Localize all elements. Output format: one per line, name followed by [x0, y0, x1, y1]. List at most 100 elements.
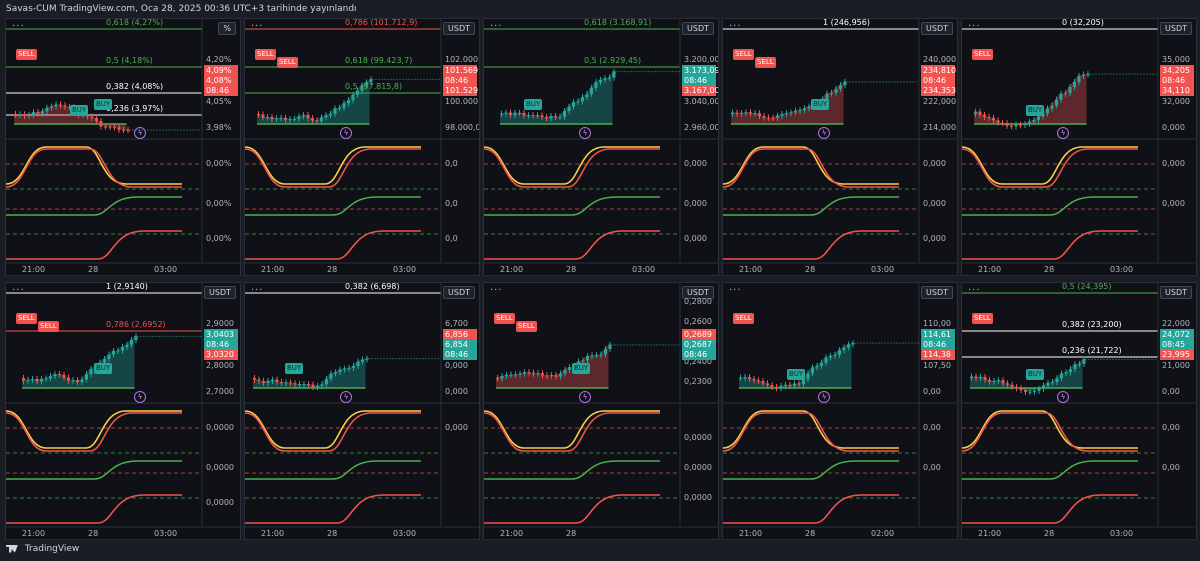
chart-panel[interactable]: ··· USDT 3.200,00 3.040,00 2.960,00 0,000 0,00… — [483, 18, 719, 276]
candle — [806, 373, 810, 380]
candle — [847, 344, 850, 348]
candle — [130, 340, 133, 345]
sell-signal: SELL — [516, 321, 537, 332]
candle — [1064, 372, 1068, 374]
candle — [550, 375, 553, 377]
candle — [567, 106, 571, 112]
candle — [793, 383, 796, 387]
more-icon[interactable]: ··· — [251, 285, 264, 296]
candle — [815, 365, 819, 368]
candle — [22, 378, 25, 381]
currency-button[interactable]: USDT — [682, 22, 714, 35]
alert-bolt-icon[interactable]: ϟ — [134, 391, 146, 403]
alert-bolt-icon[interactable]: ϟ — [818, 127, 830, 139]
chart-canvas[interactable] — [6, 19, 241, 276]
chart-panel[interactable]: ··· USDT 2,9000 2,8000 2,7000 0,0000 0,0000 0,0… — [5, 282, 241, 540]
fib-level-label: 0 (32,205) — [1062, 18, 1104, 27]
currency-button[interactable]: USDT — [682, 286, 714, 299]
candle — [253, 378, 256, 380]
chart-panel[interactable]: ···% 4,20% 4,05% 3,98% 0,00% 0,00% 0,00% 0,618 … — [5, 18, 241, 276]
chart-canvas[interactable] — [245, 283, 480, 540]
more-icon[interactable]: ··· — [12, 285, 25, 296]
candle — [63, 105, 67, 107]
alert-bolt-icon[interactable]: ϟ — [579, 127, 591, 139]
candle — [1037, 116, 1040, 120]
alert-bolt-icon[interactable]: ϟ — [1057, 127, 1069, 139]
price-axis-label: 0,2300 — [684, 377, 712, 386]
alert-bolt-icon[interactable]: ϟ — [1057, 391, 1069, 403]
more-icon[interactable]: ··· — [490, 21, 503, 32]
oscillator-line — [723, 146, 899, 185]
candle — [536, 115, 539, 117]
price-axis-label: 2.960,00 — [684, 123, 719, 132]
chart-canvas[interactable] — [484, 283, 719, 540]
more-icon[interactable]: ··· — [490, 285, 503, 296]
currency-button[interactable]: USDT — [921, 22, 953, 35]
chart-panel[interactable]: ··· USDT 6,700 0,000 0,000 0,000 0,382 (6,698)… — [244, 282, 480, 540]
chart-canvas[interactable] — [723, 283, 958, 540]
more-icon[interactable]: ··· — [12, 21, 25, 32]
candle — [532, 372, 535, 374]
alert-bolt-icon[interactable]: ϟ — [340, 127, 352, 139]
candle — [514, 374, 517, 376]
chart-canvas[interactable] — [484, 19, 719, 276]
alert-bolt-icon[interactable]: ϟ — [134, 127, 146, 139]
chart-panel[interactable]: ··· USDT 102.000,0 100.000,0 98.000,0 0,0 0,0 0… — [244, 18, 480, 276]
candle — [1001, 122, 1004, 124]
candle — [500, 113, 503, 115]
candle — [1046, 108, 1049, 114]
price-axis-label: 6,700 — [445, 319, 468, 328]
candle — [824, 357, 828, 363]
chart-canvas[interactable] — [245, 19, 480, 276]
time-axis-label: 28 — [88, 265, 99, 274]
more-icon[interactable]: ··· — [968, 285, 981, 296]
currency-button[interactable]: USDT — [204, 286, 236, 299]
candle — [740, 113, 743, 115]
currency-button[interactable]: USDT — [1160, 22, 1192, 35]
last-price-tag: 34,205 — [1160, 65, 1194, 76]
oscillator-line — [962, 146, 1138, 185]
alert-bolt-icon[interactable]: ϟ — [340, 391, 352, 403]
candle — [811, 367, 814, 374]
candle — [1014, 124, 1018, 127]
candle — [788, 384, 792, 387]
candle — [315, 120, 319, 122]
price-axis-label: 0,2800 — [684, 297, 712, 306]
alert-bolt-icon[interactable]: ϟ — [818, 391, 830, 403]
alert-bolt-icon[interactable]: ϟ — [579, 391, 591, 403]
more-icon[interactable]: ··· — [251, 21, 264, 32]
candle — [1060, 373, 1063, 379]
chart-panel[interactable]: ··· USDT 22,000 21,000 0,00 0,00 0,00 0,5 (24,3… — [961, 282, 1197, 540]
currency-button[interactable]: USDT — [443, 22, 475, 35]
candle — [803, 108, 806, 111]
candle — [54, 104, 58, 107]
last-price-tag: 114,38 — [921, 349, 955, 360]
currency-button[interactable]: % — [218, 22, 236, 35]
candle — [1055, 378, 1059, 382]
candle — [1086, 74, 1090, 76]
oscillator-line — [962, 196, 1138, 216]
chart-panel[interactable]: ··· USDT 240,000 222,000 214,000 0,000 0,000 0,… — [722, 18, 958, 276]
chart-canvas[interactable] — [962, 19, 1197, 276]
sell-signal: SELL — [755, 57, 776, 68]
chart-canvas[interactable] — [6, 283, 241, 540]
candle — [279, 117, 283, 119]
chart-panel[interactable]: ··· USDT 35,000 32,000 0,000 0,000 0,000 0 (32,… — [961, 18, 1197, 276]
chart-canvas[interactable] — [962, 283, 1197, 540]
more-icon[interactable]: ··· — [729, 285, 742, 296]
currency-button[interactable]: USDT — [1160, 286, 1192, 299]
sell-signal: SELL — [277, 57, 298, 68]
zone-fill — [739, 343, 852, 388]
candle — [23, 114, 26, 116]
currency-button[interactable]: USDT — [921, 286, 953, 299]
tradingview-brand[interactable]: TradingView — [6, 544, 79, 554]
currency-button[interactable]: USDT — [443, 286, 475, 299]
oscillator-line — [962, 410, 1138, 449]
more-icon[interactable]: ··· — [729, 21, 742, 32]
chart-panel[interactable]: ··· USDT 110,00 107,50 0,00 0,00 0,00 114,61 08:… — [722, 282, 958, 540]
more-icon[interactable]: ··· — [968, 21, 981, 32]
chart-panel[interactable]: ···USDT0,28000,26000,25000,24000,23000,0… — [483, 282, 719, 540]
candle — [757, 380, 760, 382]
chart-canvas[interactable] — [723, 19, 958, 276]
oscillator-line — [962, 230, 1138, 260]
